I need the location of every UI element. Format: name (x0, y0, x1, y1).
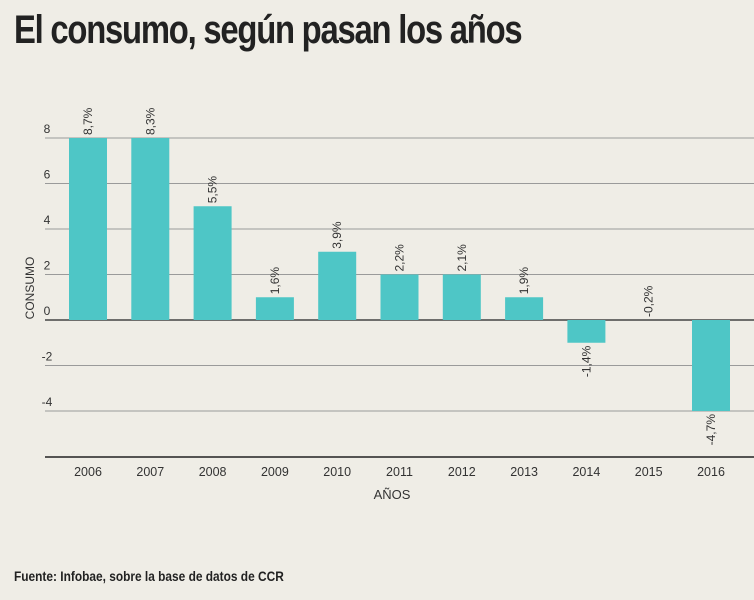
y-tick-label: 6 (44, 168, 51, 182)
bar (131, 138, 170, 320)
y-axis-label: CONSUMO (23, 257, 37, 320)
x-tick-label: 2011 (386, 465, 413, 479)
bar (567, 320, 606, 343)
data-labels: 8,7% 8,3% 5,5% 1,6% 3,9% 2,2% 2,1% 1,9% -1,4% -0,… (81, 107, 718, 445)
data-label: 8,7% (81, 107, 95, 135)
data-label: 8,3% (143, 107, 157, 135)
bar (193, 206, 232, 320)
data-label: 2,2% (393, 244, 407, 272)
x-tick-label: 2016 (697, 465, 725, 479)
x-tick-label: 2007 (136, 465, 164, 479)
bar (692, 320, 730, 411)
y-tick-label: 0 (44, 304, 51, 318)
x-tick-label: 2014 (572, 465, 600, 479)
x-tick-label: 2009 (261, 465, 289, 479)
x-tick-label: 2006 (74, 465, 102, 479)
y-tick-label: -4 (42, 395, 53, 409)
y-tick-label: 4 (44, 213, 51, 227)
axis-ticks: 8 6 4 2 0 -2 -4 2006 2007 2008 2009 2010 2011 2012 201… (42, 122, 725, 479)
data-label: -0,2% (642, 285, 656, 317)
bars (69, 138, 730, 411)
chart-title: El consumo, según pasan los años (14, 8, 523, 52)
x-axis-label: AÑOS (374, 487, 411, 502)
bar (442, 274, 481, 320)
data-label: -1,4% (579, 345, 593, 377)
y-tick-label: 2 (44, 259, 51, 273)
x-tick-label: 2008 (199, 465, 227, 479)
bar (505, 297, 544, 320)
source-note: Fuente: Infobae, sobre la base de datos … (14, 568, 284, 584)
bar (380, 274, 419, 320)
data-label: 2,1% (455, 244, 469, 272)
x-tick-label: 2013 (510, 465, 538, 479)
data-label: 1,6% (268, 267, 282, 295)
bar (255, 297, 294, 320)
data-label: 1,9% (517, 267, 531, 295)
bar (318, 251, 357, 320)
x-tick-label: 2015 (635, 465, 663, 479)
data-label: 3,9% (330, 221, 344, 249)
bar-chart: 8,7% 8,3% 5,5% 1,6% 3,9% 2,2% 2,1% 1,9% -1,4% -0,… (23, 107, 754, 502)
data-label: 5,5% (206, 176, 220, 204)
data-label: -4,7% (704, 414, 718, 446)
bar (69, 138, 107, 320)
x-tick-label: 2010 (323, 465, 351, 479)
y-tick-label: -2 (42, 350, 53, 364)
x-tick-label: 2012 (448, 465, 476, 479)
y-tick-label: 8 (44, 122, 51, 136)
